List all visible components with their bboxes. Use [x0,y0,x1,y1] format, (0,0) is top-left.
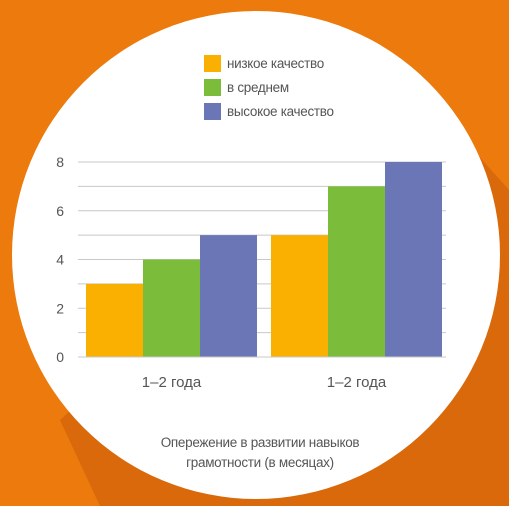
bar [143,259,200,357]
y-tick-label: 6 [56,203,64,219]
bar [200,235,257,357]
legend-swatch-average [204,78,221,96]
y-tick-label: 4 [56,252,64,268]
legend-item-average: в среднем [204,75,334,99]
y-tick-label: 2 [56,300,64,316]
y-tick-label: 0 [56,349,64,365]
legend-swatch-high-quality [204,102,221,120]
bar [385,162,442,357]
legend-label: низкое качество [227,55,324,71]
bar [271,235,328,357]
legend-item-low-quality: низкое качество [204,51,334,75]
chart-caption: Опережение в развитии навыков грамотност… [130,433,390,473]
legend-label: в среднем [227,79,289,95]
chart-legend: низкое качество в среднем высокое качест… [204,51,334,123]
legend-item-high-quality: высокое качество [204,99,334,123]
x-tick-label: 1–2 года [327,374,387,391]
caption-line-1: Опережение в развитии навыков [160,435,360,450]
y-tick-label: 8 [56,154,64,170]
legend-swatch-low-quality [204,54,221,72]
caption-line-2: грамотности (в месяцах) [186,455,334,470]
bar [328,186,385,357]
x-tick-label: 1–2 года [142,374,202,391]
bar [86,283,143,357]
legend-label: высокое качество [227,103,334,119]
